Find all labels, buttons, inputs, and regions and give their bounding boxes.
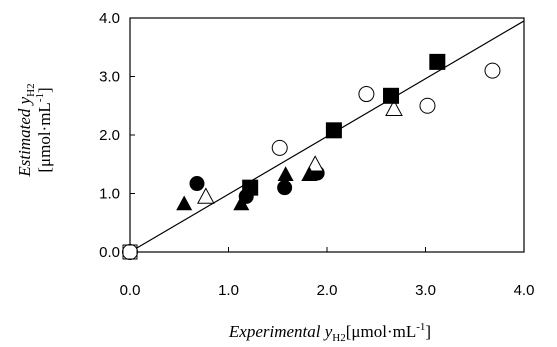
y-axis-title-italic: Estimated [15,104,34,177]
data-point-filled-triangle [301,166,318,181]
y-axis-title-close: ] [35,87,54,93]
x-tick-label: 1.0 [218,282,239,299]
data-point-open-circle [122,244,138,260]
x-axis-title-var: y [323,322,333,341]
data-point-filled-circle [277,180,293,196]
y-axis-title-line1: Estimated yH2 [15,83,37,177]
data-point-open-circle [484,62,501,79]
x-axis-title-sup: -1 [416,321,425,333]
data-point-open-square [122,244,138,260]
y-tick-label: 0.0 [99,244,120,261]
data-point-open-circle [271,139,288,156]
x-tick-label: 4.0 [514,282,535,299]
x-axis-title-unit: [μmol·mL [346,322,417,341]
x-tick-label: 0.0 [120,282,141,299]
y-axis-title-sup: -1 [34,93,46,102]
data-point-filled-square [325,122,342,139]
y-tick-label: 4.0 [99,10,120,27]
data-point-open-circle [358,86,375,103]
y-axis-title-sub: H2 [25,83,37,96]
x-axis-title-sub: H2 [332,332,345,344]
x-tick-label: 2.0 [317,282,338,299]
y-tick-label: 3.0 [99,69,120,86]
x-tick-label: 3.0 [415,282,436,299]
y-tick-label: 2.0 [99,127,120,144]
x-axis-title-close: ] [425,322,431,341]
y-axis-title-var: y [15,96,34,106]
data-point-filled-triangle [233,195,250,211]
data-point-filled-square [383,87,400,104]
y-axis-title-line2: [μmol·mL-1] [34,87,54,172]
data-point-open-triangle [197,187,215,204]
data-point-filled-circle [189,176,205,192]
data-point-filled-triangle [176,195,193,211]
y-axis-title-unit: [μmol·mL [35,102,54,173]
x-axis-title-italic: Experimental [228,322,325,341]
data-point-open-triangle [385,99,403,116]
data-point-open-triangle [306,155,325,172]
data-point-filled-square [242,179,259,196]
y-tick-label: 1.0 [99,186,120,203]
x-axis-title: Experimental yH2[μmol·mL-1] [228,321,431,344]
data-point-filled-triangle [277,166,294,181]
data-point-filled-square [429,53,446,70]
data-point-open-circle [419,97,436,114]
